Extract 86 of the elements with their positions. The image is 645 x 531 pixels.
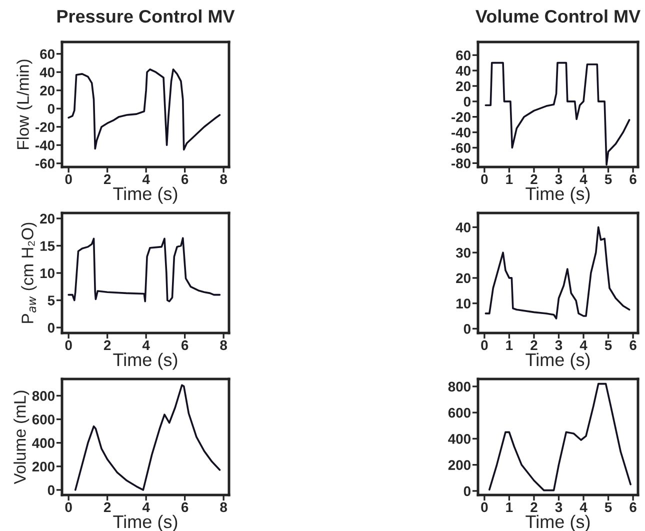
line-series — [68, 68, 221, 151]
y-tick-label: 20 — [456, 273, 470, 284]
y-tick-label: -20 — [452, 112, 470, 122]
x-tick-label: 0 — [65, 340, 72, 350]
chart-title: Pressure Control MV — [57, 9, 235, 23]
x-tick-label: 0 — [65, 174, 72, 184]
y-tick-label: 60 — [456, 50, 470, 60]
x-tick-label: 8 — [220, 340, 228, 350]
x-tick-label: 4 — [580, 340, 588, 350]
y-tick-label: 40 — [456, 222, 470, 232]
y-tick-label: 5 — [48, 296, 55, 306]
x-tick-label: 4 — [142, 502, 150, 512]
x-tick-label: 1 — [506, 174, 513, 184]
y-tick-label: 600 — [448, 408, 470, 418]
x-tick-label: 2 — [104, 502, 111, 512]
y-tick-label: 0 — [464, 324, 470, 334]
x-tick-label: 2 — [530, 174, 538, 184]
x-tick-label: 2 — [104, 340, 111, 350]
chart-title: Volume Control MV — [476, 9, 640, 23]
x-tick-label: 0 — [481, 502, 488, 512]
y-tick-label: 400 — [448, 434, 470, 444]
x-tick-label: 4 — [142, 340, 150, 350]
x-tick-label: 3 — [555, 340, 562, 350]
y-tick-label: -40 — [452, 128, 470, 138]
x-tick-label: 6 — [181, 174, 188, 184]
y-tick-label: -80 — [452, 158, 470, 168]
y-tick-label: 600 — [32, 414, 54, 424]
x-tick-label: 2 — [530, 502, 538, 512]
y-tick-label: -60 — [452, 143, 470, 153]
x-tick-label: 5 — [604, 340, 612, 350]
x-tick-label: 6 — [181, 340, 188, 350]
x-axis-title: Time (s) — [526, 186, 590, 204]
y-tick-label: 200 — [32, 462, 54, 472]
x-tick-label: 2 — [530, 340, 538, 350]
y-tick-label: 0 — [48, 104, 54, 114]
y-tick-label: 40 — [456, 66, 470, 76]
y-tick-label: 800 — [448, 382, 470, 392]
y-tick-label: -20 — [36, 122, 54, 132]
x-tick-label: 1 — [506, 340, 513, 350]
x-axis-title: Time (s) — [113, 352, 178, 370]
x-tick-label: 8 — [220, 502, 228, 512]
y-tick-label: 10 — [40, 268, 54, 278]
x-tick-label: 4 — [580, 502, 588, 512]
x-tick-label: 6 — [181, 502, 188, 512]
y-tick-label: 30 — [456, 248, 470, 258]
y-tick-label: 20 — [456, 81, 470, 92]
y-tick-label: 0 — [464, 96, 470, 107]
y-tick-label: 0 — [48, 485, 54, 496]
y-tick-label: 20 — [40, 214, 54, 224]
x-tick-label: 4 — [142, 174, 150, 184]
x-tick-label: 0 — [65, 502, 72, 512]
x-tick-label: 3 — [555, 174, 562, 184]
x-tick-label: 6 — [630, 502, 636, 512]
y-tick-label: -40 — [36, 140, 54, 150]
x-tick-label: 5 — [604, 502, 612, 512]
x-tick-label: 6 — [630, 340, 636, 350]
y-axis-title: Volume (mL) — [14, 390, 30, 484]
y-tick-label: 20 — [40, 86, 54, 96]
x-tick-label: 5 — [604, 174, 612, 184]
y-tick-label: 0 — [464, 486, 470, 496]
y-tick-label: 400 — [32, 438, 54, 448]
line-series — [484, 62, 630, 166]
y-tick-label: 15 — [40, 241, 55, 251]
x-axis-title: Time (s) — [113, 186, 178, 204]
x-tick-label: 0 — [481, 340, 488, 350]
y-tick-label: 200 — [448, 460, 470, 470]
x-tick-label: 0 — [481, 174, 488, 184]
line-series — [484, 226, 630, 320]
y-tick-label: 40 — [40, 67, 54, 78]
y-tick-label: 0 — [48, 322, 54, 333]
y-tick-label: 10 — [456, 298, 470, 308]
x-tick-label: 2 — [104, 174, 111, 184]
y-tick-label: -60 — [36, 158, 54, 169]
x-axis-title: Time (s) — [526, 352, 590, 370]
y-axis-title: Flow (L/min) — [16, 60, 32, 149]
y-tick-label: 800 — [32, 391, 54, 401]
line-series — [68, 237, 221, 302]
line-series — [74, 384, 221, 491]
y-axis-title: P$_{aw}$ (cm H₂O) — [21, 222, 37, 323]
x-tick-label: 6 — [630, 174, 636, 184]
x-tick-label: 4 — [580, 174, 588, 184]
x-tick-label: 3 — [555, 502, 562, 512]
y-tick-label: 60 — [40, 49, 54, 60]
x-tick-label: 1 — [506, 502, 513, 512]
line-series — [488, 382, 632, 492]
x-tick-label: 8 — [220, 174, 228, 184]
